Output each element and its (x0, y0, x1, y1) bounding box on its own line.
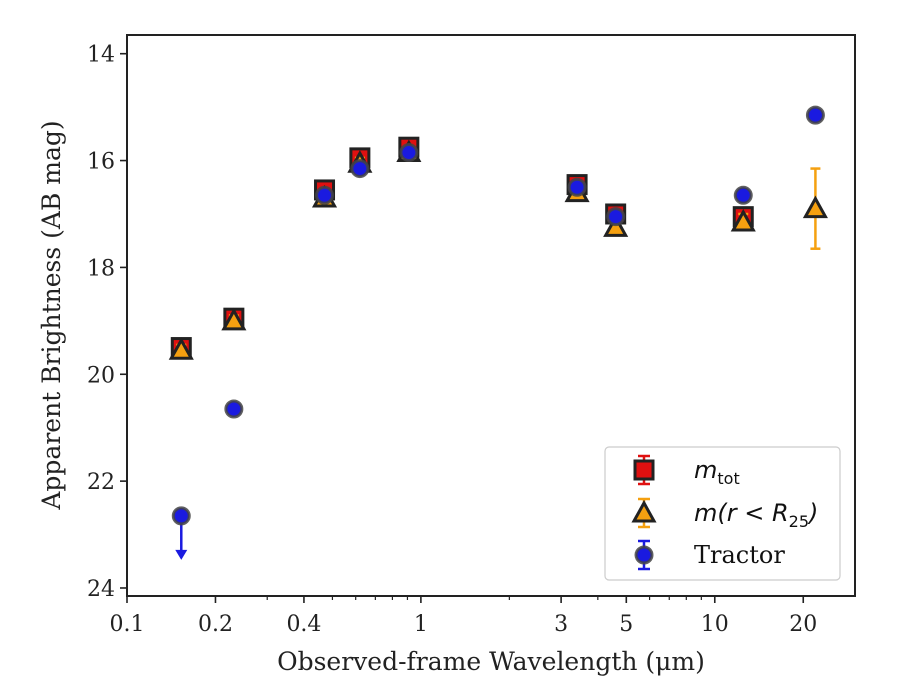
legend-marker (633, 459, 655, 481)
data-point (399, 143, 419, 163)
data-point (802, 195, 828, 219)
upper-limit-arrowhead (175, 549, 188, 560)
data-point (730, 208, 756, 232)
x-tick-label: 3 (554, 612, 568, 637)
x-tick-label: 0.2 (198, 612, 233, 637)
plot-layer (168, 105, 828, 560)
y-axis-title: Apparent Brightness (AB mag) (37, 120, 66, 510)
data-point (350, 159, 370, 179)
series-circle (171, 105, 825, 560)
legend-label: Tractor (694, 541, 785, 569)
data-point (733, 185, 753, 205)
data-point (221, 307, 247, 331)
data-point (315, 185, 335, 205)
series-square (170, 136, 754, 359)
x-tick-label: 20 (789, 612, 817, 637)
legend-box (604, 446, 841, 581)
y-tick-label: 16 (87, 150, 115, 175)
data-point (171, 506, 191, 526)
series-triangle (168, 139, 828, 360)
data-point (805, 105, 825, 125)
y-tick-label: 14 (87, 43, 115, 68)
y-tick-label: 20 (87, 363, 115, 388)
axes-layer: 0.1 0.2 0.4 1 3 5 10 20 14 16 18 20 22 24 (87, 34, 856, 637)
data-point (168, 337, 194, 360)
y-tick-label: 22 (87, 470, 115, 495)
legend-label: mtot (694, 456, 740, 488)
x-axis-title: Observed-frame Wavelength (μm) (277, 647, 705, 676)
y-tick-label: 18 (87, 256, 115, 281)
legend-marker (631, 499, 657, 523)
x-tick-label: 0.1 (110, 612, 145, 637)
data-point (606, 207, 626, 227)
x-tick-label: 0.4 (286, 612, 321, 637)
x-tick-label: 5 (619, 612, 633, 637)
data-point (224, 399, 244, 419)
legend-marker (634, 545, 654, 565)
y-tick-label: 24 (87, 577, 115, 602)
data-point (603, 214, 629, 237)
data-point (567, 177, 587, 197)
x-tick-label: 1 (414, 612, 428, 637)
plot-frame (126, 34, 856, 597)
x-tick-label: 10 (701, 612, 729, 637)
legend: mtot m(r < R25) Tractor (604, 446, 841, 581)
legend-label: m(r < R25) (694, 499, 818, 531)
